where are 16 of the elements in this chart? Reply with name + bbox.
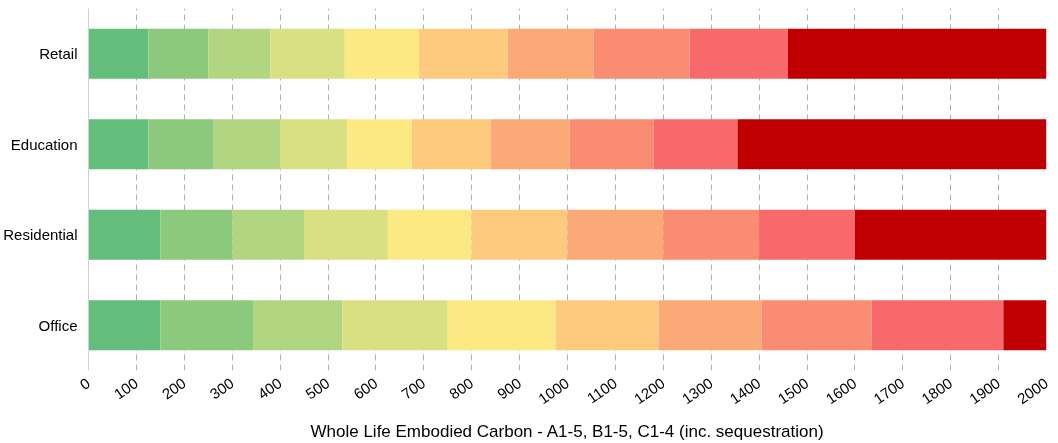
x-tick-label: 0: [76, 374, 94, 393]
x-tick-label: 100: [110, 374, 141, 403]
x-tick-label: 200: [158, 374, 189, 403]
y-tick-label: Retail: [39, 45, 78, 63]
x-axis-title: Whole Life Embodied Carbon - A1-5, B1-5, C1-4 (inc. sequestration): [310, 421, 824, 441]
x-tick-label: 400: [254, 374, 285, 403]
x-tick-label: 500: [302, 374, 333, 403]
x-tick-label: 600: [350, 374, 381, 403]
y-tick-label: Education: [10, 135, 78, 153]
x-tick-label: 800: [446, 374, 477, 403]
x-tick-label: 900: [493, 374, 525, 403]
x-tick-label: 700: [398, 374, 429, 403]
x-tick-label: 1100: [583, 374, 620, 407]
x-tick-label: 300: [206, 374, 237, 403]
y-tick-label: Office: [38, 316, 78, 334]
y-tick-label: Residential: [3, 226, 78, 244]
